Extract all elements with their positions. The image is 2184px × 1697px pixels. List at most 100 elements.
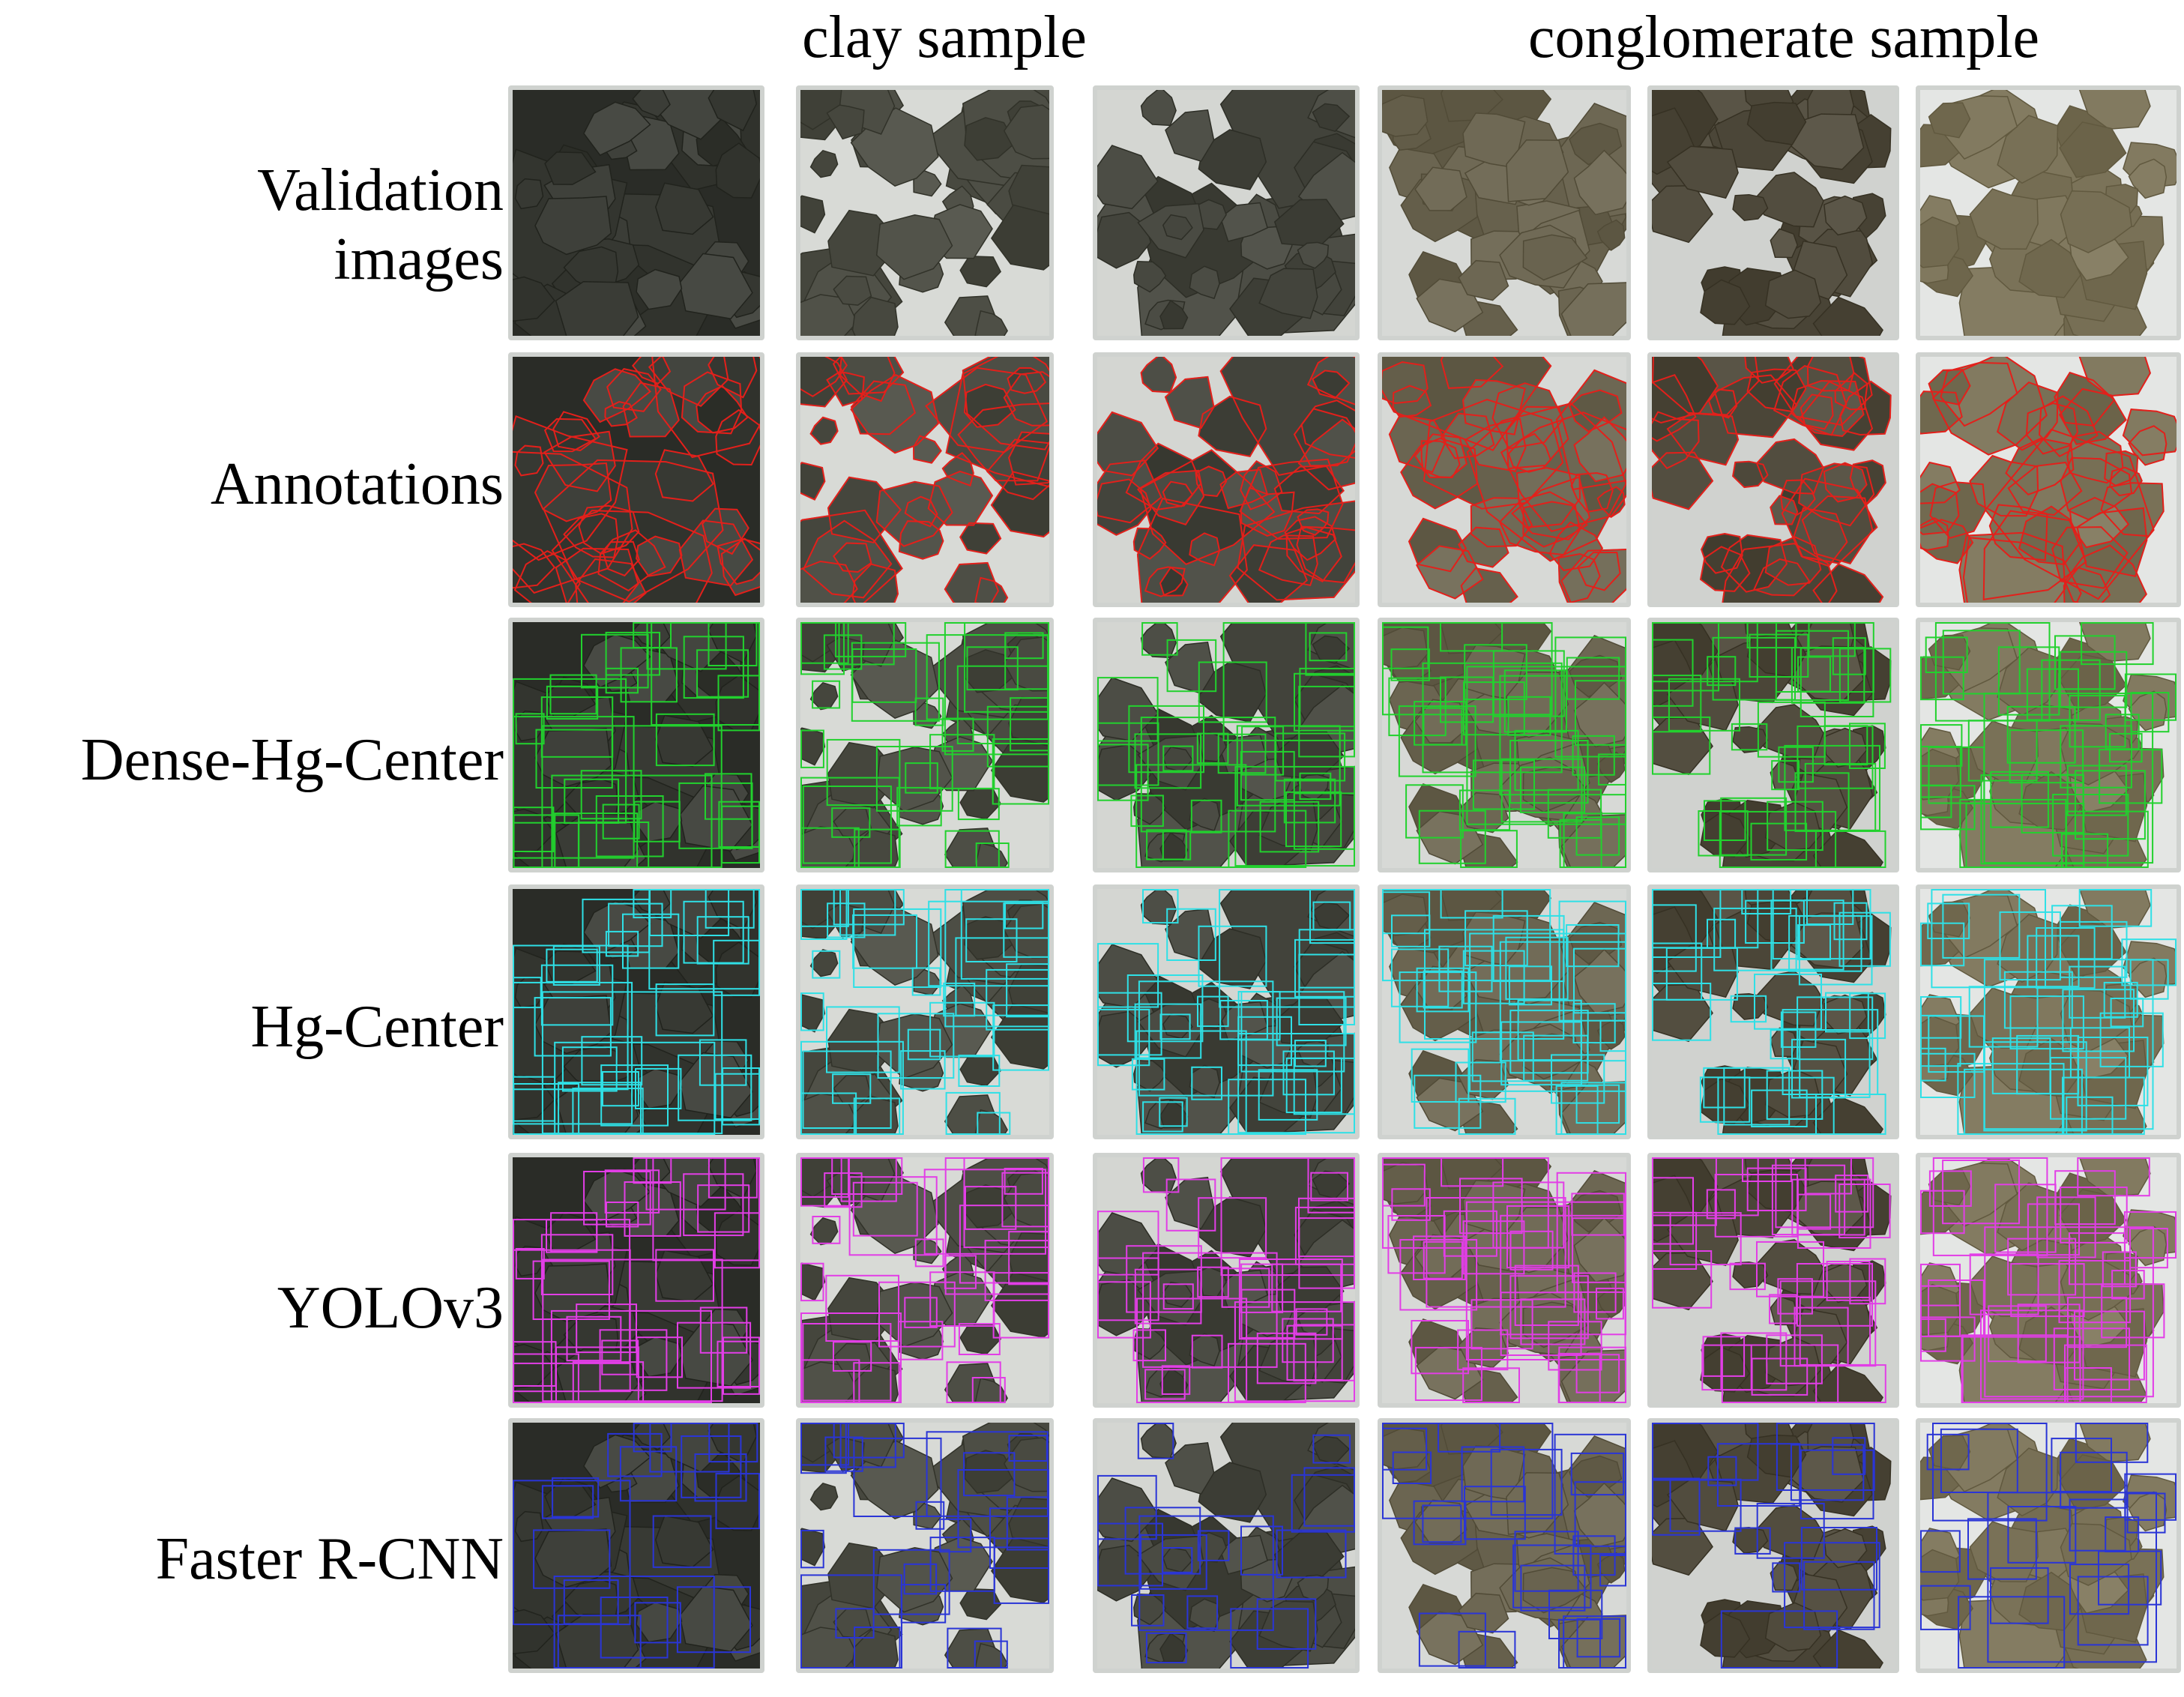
- detection-box: [1003, 902, 1049, 958]
- rock-fragment: [1560, 282, 1626, 336]
- annotation-polygon: [1722, 543, 1838, 603]
- rock-fragment: [1700, 811, 1751, 857]
- detection-box: [1008, 1231, 1049, 1285]
- detection-box: [1162, 745, 1194, 772]
- rock-fragment: [959, 256, 1002, 288]
- rock-fragment: [1297, 1040, 1330, 1068]
- detection-box: [1920, 656, 1964, 701]
- detection-box: [1803, 1561, 1875, 1630]
- detection-box: [2006, 705, 2076, 764]
- detection-box: [540, 964, 614, 1026]
- rock-fragment: [583, 101, 651, 156]
- rock-fragment: [1097, 145, 1159, 210]
- rock-fragment: [1596, 1018, 1626, 1050]
- annotation-polygon: [1388, 414, 1447, 474]
- detection-box: [532, 1260, 610, 1321]
- detection-box: [1669, 1478, 1742, 1532]
- detection-box: [515, 713, 545, 745]
- annotation-polygon: [1400, 437, 1479, 510]
- rock-fragment: [1003, 636, 1049, 692]
- detection-box: [1309, 632, 1348, 662]
- detection-box: [2111, 1270, 2145, 1300]
- detection-box: [1132, 1329, 1166, 1362]
- rock-fragment: [1928, 102, 1971, 139]
- detection-box: [2053, 1327, 2130, 1390]
- detection-box: [943, 982, 976, 1017]
- rock-fragment: [1522, 234, 1588, 281]
- annotation-polygon: [1849, 459, 1886, 507]
- detection-box: [1458, 1097, 1516, 1135]
- detection-box: [1790, 1444, 1865, 1501]
- detection-box: [1742, 1157, 1792, 1182]
- detection-box: [1004, 1168, 1043, 1195]
- detection-box: [635, 1067, 682, 1109]
- row-label-line: Annotations: [210, 451, 504, 517]
- detection-box: [1994, 1184, 2057, 1253]
- annotation-polygon: [1812, 563, 1884, 603]
- detection-box: [1704, 800, 1746, 841]
- detection-box: [2059, 651, 2128, 708]
- rock-fragment: [715, 142, 760, 199]
- rock-fragment: [833, 275, 872, 306]
- detection-box: [1464, 644, 1527, 701]
- rock-fragment: [2018, 1571, 2081, 1631]
- detection-box: [541, 1485, 594, 1519]
- detection-box: [2010, 1263, 2085, 1318]
- rock-fragment: [1812, 296, 1884, 336]
- detection-box: [1509, 1230, 1554, 1271]
- detection-box: [1097, 1008, 1150, 1067]
- annotation-polygon: [1505, 406, 1569, 470]
- rock-fragment: [1189, 265, 1220, 300]
- detection-box: [966, 646, 1019, 691]
- detection-box: [1162, 1547, 1193, 1573]
- detection-box: [564, 778, 620, 824]
- detection-box: [1596, 1287, 1624, 1320]
- annotation-polygon: [696, 385, 749, 434]
- annotation-polygon: [1507, 432, 1552, 473]
- detection-box: [1471, 1031, 1534, 1082]
- annotation-polygon: [1164, 376, 1215, 429]
- rock-fragment: [1382, 627, 1429, 669]
- annotation-polygon: [850, 373, 939, 454]
- detection-box: [1423, 1241, 1463, 1279]
- detection-box: [1520, 1298, 1586, 1345]
- annotation-polygon: [1273, 465, 1345, 515]
- detection-box: [903, 1563, 938, 1595]
- row-label-hg-center: Hg-Center: [0, 992, 504, 1061]
- detection-box: [800, 992, 824, 1031]
- rock-fragment: [1003, 104, 1049, 160]
- detection-box: [1186, 1595, 1219, 1630]
- detection-box: [2099, 1012, 2164, 1067]
- detection-box: [1741, 889, 1792, 914]
- annotation-polygon: [1500, 412, 1626, 532]
- detection-box: [1398, 705, 1476, 777]
- rock-fragment: [1097, 1477, 1159, 1543]
- detection-box: [2126, 1492, 2166, 1534]
- detection-box: [914, 697, 944, 726]
- detection-box: [633, 1423, 672, 1453]
- detection-box: [1256, 1598, 1317, 1650]
- detection-box: [1668, 678, 1740, 732]
- detection-box: [1162, 831, 1192, 860]
- detection-box: [1097, 1474, 1157, 1540]
- row-label-line: Hg-Center: [250, 994, 504, 1060]
- rock-sample-image: [800, 889, 1049, 1135]
- rock-fragment: [1823, 195, 1868, 236]
- detection-box: [1720, 797, 1788, 856]
- annotation-polygon: [1198, 395, 1267, 458]
- rock-sample-image: [1097, 1157, 1355, 1403]
- detection-box: [2007, 1506, 2077, 1564]
- detection-box: [853, 1097, 901, 1135]
- detection-box: [2110, 998, 2144, 1028]
- detection-box: [1217, 733, 1267, 774]
- rock-fragment: [1812, 1363, 1884, 1403]
- detection-box: [542, 1259, 723, 1402]
- detection-box: [929, 1271, 995, 1327]
- detection-box: [1458, 1630, 1516, 1669]
- detection-box: [812, 1216, 841, 1244]
- detection-box: [2102, 1251, 2137, 1288]
- detection-box: [554, 813, 639, 868]
- row-label-line: Faster R-CNN: [155, 1526, 504, 1592]
- detection-box: [1665, 947, 1738, 1001]
- detection-box: [802, 786, 892, 864]
